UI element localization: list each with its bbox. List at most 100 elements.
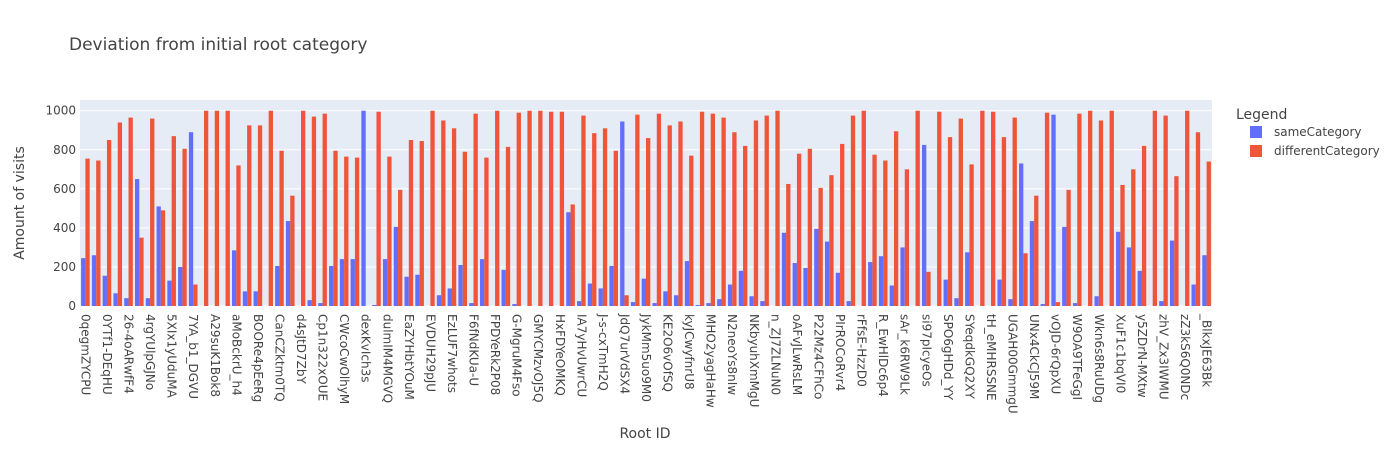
bar — [117, 122, 123, 306]
bar — [91, 255, 97, 306]
bar — [139, 237, 144, 306]
bar — [1055, 302, 1060, 306]
bar — [764, 115, 769, 306]
bar — [128, 117, 133, 307]
bar — [188, 132, 194, 306]
bar — [646, 138, 651, 306]
bar — [1008, 299, 1013, 306]
bar — [124, 298, 129, 306]
bar — [285, 221, 291, 306]
bar — [501, 269, 506, 306]
x-tick-label: y5ZDrN-MXtw — [1135, 314, 1149, 398]
bar — [145, 298, 151, 306]
bar — [415, 274, 420, 306]
bar — [193, 284, 198, 306]
bar — [408, 140, 414, 306]
bar — [242, 291, 248, 306]
x-tick-label: n_ZJ7ZLNuN0 — [768, 314, 782, 395]
bar — [469, 303, 474, 306]
bar — [512, 304, 517, 306]
x-tick-label: tH_eMHRSSNE — [984, 314, 998, 401]
bar — [760, 301, 765, 306]
bar — [419, 141, 424, 306]
x-tick-label: zhV_Zx3IWMU — [1156, 314, 1170, 400]
bar — [1034, 195, 1039, 306]
bar — [1195, 132, 1201, 306]
bar — [1109, 110, 1114, 306]
x-tick-label: 4rgYUlpGJNo — [143, 314, 157, 390]
bar — [441, 120, 446, 306]
bar — [624, 295, 629, 306]
bar — [581, 115, 586, 306]
bar — [829, 175, 834, 306]
bar — [479, 259, 485, 306]
bar — [462, 151, 468, 306]
bar — [333, 150, 338, 306]
x-tick-label: F6fNdKUa-U — [467, 314, 481, 386]
x-tick-label: SYeqdkGQ2XY — [962, 314, 976, 400]
x-tick-label: JykMm5uo9M0 — [639, 313, 653, 402]
bar — [1202, 255, 1207, 306]
x-tick-label: rFfsE-HzzD0 — [855, 314, 869, 387]
bar — [840, 143, 845, 306]
chart-title: Deviation from initial root category — [69, 35, 367, 55]
x-tick-label: HxFDYeOMKQ — [553, 314, 567, 396]
bar — [1141, 145, 1147, 306]
x-tick-label: oAFvJLwRsLM — [790, 314, 804, 395]
legend-title: Legend — [1236, 107, 1287, 123]
bar — [904, 169, 910, 306]
bar — [1023, 253, 1028, 306]
x-tick-label: 5XIx1yUduMA — [165, 314, 179, 399]
bar — [900, 247, 905, 306]
legend-label: sameCategory — [1274, 125, 1362, 139]
bar — [846, 301, 851, 306]
x-tick-label: kyJCwyfnrU8 — [682, 314, 696, 390]
y-tick-label: 200 — [53, 260, 76, 274]
bar — [602, 128, 608, 306]
bar — [279, 150, 284, 306]
x-tick-label: dulmIM4MGVQ — [380, 314, 394, 403]
bar — [954, 298, 959, 306]
bar — [268, 110, 273, 306]
bar — [689, 155, 694, 306]
bar — [803, 267, 808, 306]
bar — [883, 160, 888, 306]
bar — [732, 132, 737, 306]
x-axis-title: Root ID — [619, 426, 670, 442]
bar — [566, 212, 571, 306]
bar — [225, 110, 230, 306]
x-tick-label: P22Mz4CFhCo — [811, 314, 825, 399]
bar — [275, 265, 280, 306]
bar — [167, 280, 172, 306]
bar — [559, 111, 565, 306]
bar — [436, 295, 442, 306]
x-tick-label: EVDUH29pJU — [423, 314, 437, 392]
bar — [134, 179, 140, 306]
bar — [663, 291, 668, 306]
bar — [1152, 110, 1158, 306]
bar — [1001, 137, 1007, 306]
x-tick-label: G-MgruM4Fso — [510, 314, 524, 397]
bar — [635, 114, 640, 306]
x-tick-label: UGAH00GmmgU — [1006, 314, 1020, 414]
x-tick-label: sAr_k6RW9Lk — [898, 314, 912, 395]
x-tick-label: aMoBckrU_h4 — [229, 314, 243, 396]
bar — [1029, 221, 1035, 306]
bar — [548, 111, 554, 306]
x-tick-label: zZ3kS6Q0NDc — [1178, 314, 1192, 400]
bar — [182, 148, 187, 306]
bar — [609, 265, 614, 306]
bar — [1191, 284, 1196, 306]
bar — [430, 110, 435, 306]
bar — [1126, 247, 1132, 306]
bar — [878, 256, 884, 306]
bar — [872, 154, 877, 306]
bar — [1206, 161, 1211, 306]
x-tick-label: UNx4CkCJ59M — [1027, 314, 1041, 399]
bar — [958, 118, 963, 306]
x-tick-label: R_EwHlDc6p4 — [876, 314, 890, 397]
bar — [1088, 110, 1093, 306]
bar — [990, 111, 996, 306]
bar — [674, 295, 679, 306]
x-tick-label: EaZYHbtYOuM — [402, 314, 416, 400]
